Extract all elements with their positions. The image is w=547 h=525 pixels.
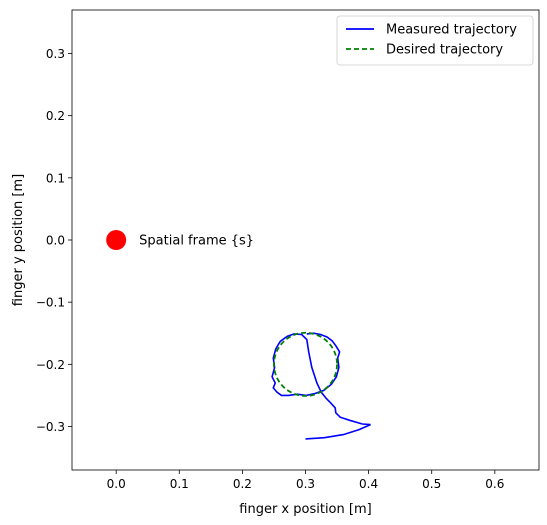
series-line-desired-trajectory bbox=[273, 331, 338, 397]
spatial-frame-label: Spatial frame {s} bbox=[139, 234, 254, 249]
x-tick-label: 0.4 bbox=[359, 477, 378, 491]
spatial-frame-marker bbox=[106, 230, 127, 250]
x-tick-label: 0.1 bbox=[170, 477, 189, 491]
legend-label-measured: Measured trajectory bbox=[386, 23, 517, 38]
y-tick-label: 0.3 bbox=[46, 47, 65, 61]
y-tick-label: 0.2 bbox=[46, 109, 65, 123]
x-tick-label: 0.2 bbox=[233, 477, 252, 491]
y-tick-label: −0.3 bbox=[36, 420, 65, 434]
x-tick-label: 0.6 bbox=[485, 477, 504, 491]
legend-label-desired: Desired trajectory bbox=[386, 43, 503, 58]
x-axis-label: finger x position [m] bbox=[239, 502, 371, 517]
legend-box bbox=[336, 15, 534, 66]
plot-area: Spatial frame {s} bbox=[106, 230, 371, 440]
y-tick-label: −0.1 bbox=[36, 296, 65, 310]
x-tick-label: 0.3 bbox=[296, 477, 315, 491]
y-axis-label: finger y position [m] bbox=[11, 174, 26, 306]
x-tick-label: 0.5 bbox=[422, 477, 441, 491]
y-tick-label: 0.1 bbox=[46, 171, 65, 185]
x-axis: 0.0 0.1 0.2 0.3 0.4 0.5 0.6 bbox=[107, 470, 504, 491]
x-tick-label: 0.0 bbox=[107, 477, 126, 491]
series-line-measured-trajectory bbox=[271, 332, 371, 440]
y-axis: −0.3 −0.2 −0.1 0.0 0.1 0.2 0.3 bbox=[36, 47, 72, 434]
y-tick-label: −0.2 bbox=[36, 358, 65, 372]
legend: Measured trajectory Desired trajectory bbox=[336, 15, 534, 66]
y-tick-label: 0.0 bbox=[46, 234, 65, 248]
